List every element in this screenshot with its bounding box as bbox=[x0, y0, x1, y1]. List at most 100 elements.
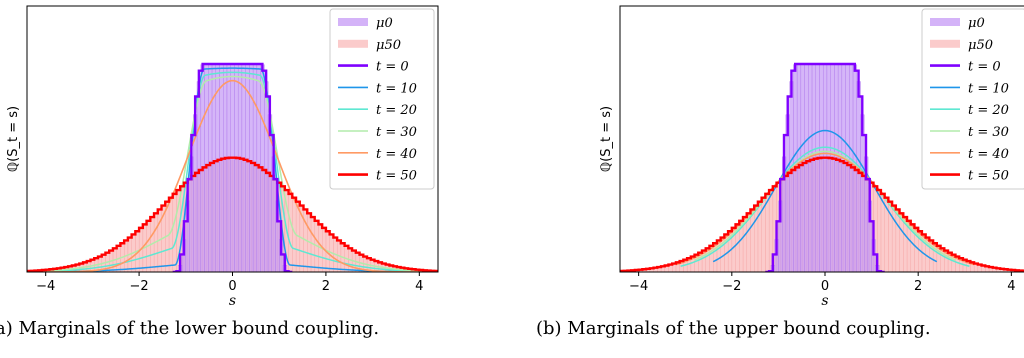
mu0-bar bbox=[215, 63, 220, 272]
t40-line bbox=[27, 79, 438, 272]
x-tick-label: 4 bbox=[1007, 279, 1015, 294]
legend-label: t = 0 bbox=[376, 60, 409, 75]
mu0-bar bbox=[815, 63, 820, 272]
legend-item: μ50 bbox=[930, 38, 993, 53]
x-tick-label: 2 bbox=[914, 279, 922, 294]
x-tick-label: 4 bbox=[415, 279, 423, 294]
t10-line bbox=[712, 129, 938, 263]
x-tick-label: −2 bbox=[130, 279, 149, 294]
mu0-bar bbox=[264, 81, 269, 272]
mu0-bar bbox=[822, 63, 828, 272]
legend-label: t = 50 bbox=[968, 169, 1009, 184]
mu0-bar bbox=[834, 63, 839, 272]
panel-b-upper-bound: −4 −2 0 2 4 s ℚ(S_t = s) μ0 μ50 t = 0 t = 10 t = 20… bbox=[599, 5, 1024, 309]
mu0-bar bbox=[230, 63, 235, 272]
mu0-bar bbox=[241, 63, 246, 272]
mu50-bar bbox=[750, 209, 755, 272]
mu0-bar bbox=[808, 63, 813, 272]
mu50-bar bbox=[172, 193, 177, 272]
legend-label: t = 0 bbox=[968, 60, 1001, 75]
legend-item: t = 0 bbox=[338, 60, 409, 75]
x-tick-label: −4 bbox=[36, 279, 55, 294]
mu50-bar bbox=[288, 193, 293, 272]
x-axis-label: s bbox=[229, 293, 236, 309]
mu0-bar bbox=[860, 114, 865, 272]
plot-area bbox=[620, 62, 1024, 272]
t30-line bbox=[694, 150, 956, 261]
legend-item: μ0 bbox=[930, 16, 985, 31]
mu0-bar bbox=[789, 81, 794, 272]
mu0-bar bbox=[234, 63, 239, 272]
legend-item: t = 40 bbox=[930, 147, 1009, 162]
legend-item: t = 20 bbox=[338, 103, 417, 118]
t40-line bbox=[675, 152, 975, 266]
x-tick-label: 0 bbox=[228, 279, 236, 294]
legend-item: μ0 bbox=[338, 16, 393, 31]
legend-item: t = 30 bbox=[930, 125, 1009, 140]
x-tick-label: 0 bbox=[821, 279, 829, 294]
t20-line bbox=[27, 71, 438, 272]
mu0-bar bbox=[837, 63, 843, 272]
y-axis-label: ℚ(S_t = s) bbox=[599, 106, 614, 172]
t0-line bbox=[172, 62, 293, 272]
legend: μ0 μ50 t = 0 t = 10 t = 20 t = 30 t = 40 t = 50 bbox=[329, 8, 435, 190]
caption-a: (a) Marginals of the lower bound couplin… bbox=[0, 318, 380, 339]
mu0-bar bbox=[226, 63, 231, 272]
histogram-mu0 bbox=[178, 63, 288, 272]
legend-label: t = 40 bbox=[376, 147, 417, 162]
caption-b: (b) Marginals of the upper bound couplin… bbox=[536, 318, 931, 339]
legend-label: t = 20 bbox=[968, 103, 1009, 118]
legend-item: μ50 bbox=[338, 38, 401, 53]
legend-item: t = 50 bbox=[930, 169, 1009, 184]
legend-label: t = 10 bbox=[968, 81, 1009, 96]
mu0-bar bbox=[845, 63, 850, 272]
legend-swatch bbox=[338, 39, 368, 48]
legend-label: t = 20 bbox=[376, 103, 417, 118]
legend-item: t = 0 bbox=[930, 60, 1001, 75]
y-axis-label: ℚ(S_t = s) bbox=[6, 106, 21, 172]
t20-line bbox=[680, 146, 970, 267]
t0-line bbox=[765, 62, 885, 272]
legend-item: t = 10 bbox=[930, 81, 1009, 96]
mu0-bar bbox=[804, 63, 809, 272]
mu0-bar bbox=[208, 63, 213, 272]
mu0-bar bbox=[826, 63, 831, 272]
legend-label: t = 30 bbox=[376, 125, 417, 140]
mu0-bar bbox=[223, 63, 228, 272]
legend-item: t = 20 bbox=[930, 103, 1009, 118]
mu0-bar bbox=[196, 81, 202, 272]
mu50-bar bbox=[754, 205, 759, 272]
mu0-bar bbox=[819, 63, 824, 272]
mu0-bar bbox=[237, 63, 243, 272]
legend-label: t = 50 bbox=[376, 169, 417, 184]
legend-swatch bbox=[930, 39, 960, 48]
t50-line bbox=[27, 156, 438, 272]
legend: μ0 μ50 t = 0 t = 10 t = 20 t = 30 t = 40 t = 50 bbox=[921, 8, 1024, 190]
legend-label: μ0 bbox=[376, 16, 393, 31]
legend-label: μ50 bbox=[968, 38, 993, 53]
legend-box bbox=[329, 8, 435, 190]
legend-swatch bbox=[338, 18, 368, 26]
mu0-bar bbox=[245, 63, 250, 272]
mu50-bar bbox=[746, 213, 751, 272]
legend-item: t = 50 bbox=[338, 169, 417, 184]
mu0-bar bbox=[252, 63, 258, 272]
mu0-bar bbox=[219, 63, 224, 272]
legend-label: t = 30 bbox=[968, 125, 1009, 140]
mu0-bar bbox=[800, 63, 805, 272]
x-axis-label: s bbox=[821, 293, 828, 309]
panel-a-lower-bound: −4 −2 0 2 4 s ℚ(S_t = s) μ0 μ50 t = 0 t = 10 t = 20… bbox=[6, 5, 439, 309]
t30-line bbox=[27, 75, 438, 272]
mu50-bar bbox=[880, 193, 885, 272]
mu0-bar bbox=[785, 114, 790, 272]
x-tick-label: −4 bbox=[629, 279, 648, 294]
legend-label: t = 40 bbox=[968, 147, 1009, 162]
mu0-bar bbox=[856, 81, 861, 272]
legend-item: t = 40 bbox=[338, 147, 417, 162]
legend-box bbox=[921, 8, 1024, 190]
mu0-bar bbox=[811, 63, 817, 272]
figure: −4 −2 0 2 4 s ℚ(S_t = s) μ0 μ50 t = 0 t = 10 t = 20… bbox=[6, 5, 1024, 309]
legend-item: t = 30 bbox=[338, 125, 417, 140]
mu50-bar bbox=[765, 193, 770, 272]
t50-line bbox=[620, 156, 1024, 272]
